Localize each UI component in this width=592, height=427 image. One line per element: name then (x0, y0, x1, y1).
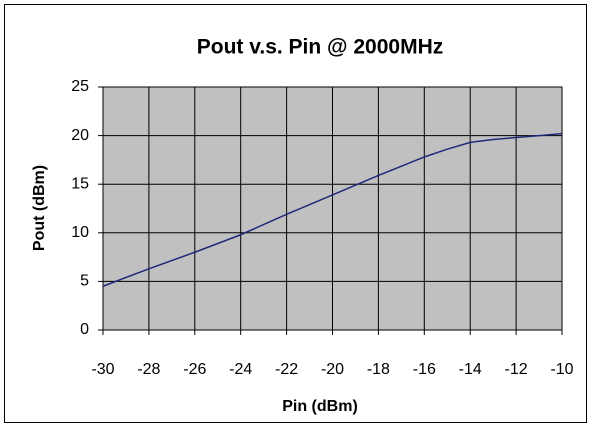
y-tick-label: 10 (71, 224, 89, 241)
x-tick-label: -14 (459, 361, 482, 378)
y-tick-label: 25 (71, 78, 89, 95)
x-tick-label: -12 (505, 361, 528, 378)
x-tick-label: -26 (183, 361, 206, 378)
x-axis-label: Pin (dBm) (282, 398, 358, 415)
y-axis-label: Pout (dBm) (31, 165, 48, 251)
y-tick-label: 15 (71, 175, 89, 192)
plot-border (102, 86, 563, 331)
x-tick-label: -28 (137, 361, 160, 378)
chart-title: Pout v.s. Pin @ 2000MHz (197, 36, 443, 59)
x-tick-label: -10 (550, 361, 573, 378)
x-tick-label: -24 (229, 361, 252, 378)
y-tick-label: 0 (80, 321, 89, 338)
y-tick-label: 5 (80, 273, 89, 290)
y-tick-label: 20 (71, 127, 89, 144)
series-line (102, 132, 563, 287)
x-tick-label: -18 (367, 361, 390, 378)
x-tick-label: -22 (275, 361, 298, 378)
x-tick-label: -30 (91, 361, 114, 378)
x-tick-label: -20 (321, 361, 344, 378)
x-tick-label: -16 (413, 361, 436, 378)
